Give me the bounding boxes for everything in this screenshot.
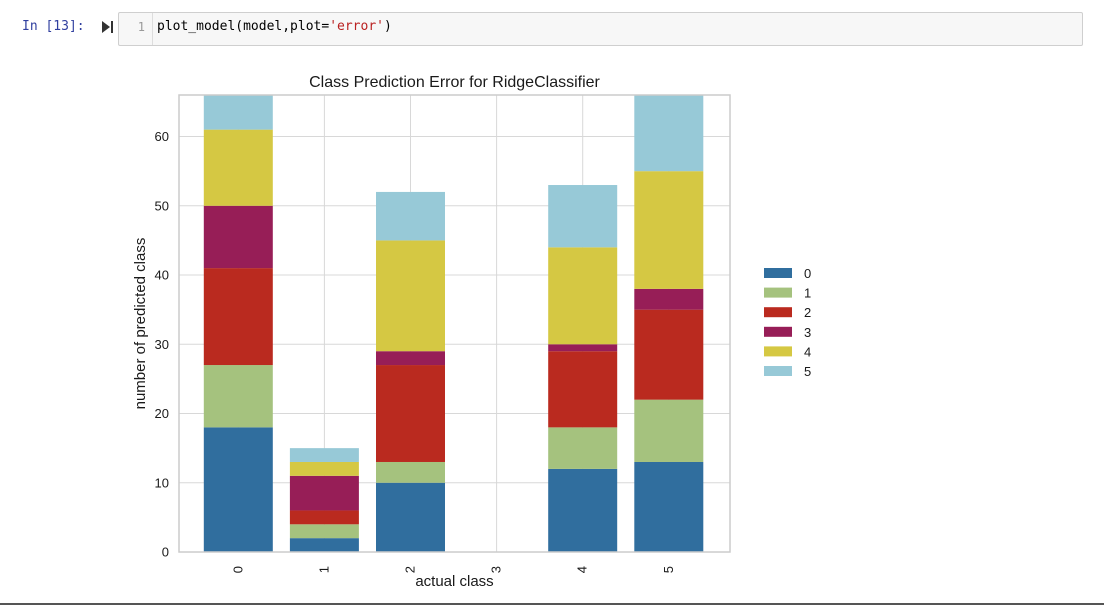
legend-label: 1	[804, 286, 811, 301]
bar-segment	[548, 351, 618, 428]
bar-segment	[289, 524, 359, 539]
bar-segment	[634, 171, 704, 289]
bar-segment	[289, 475, 359, 511]
y-tick-label: 50	[155, 198, 169, 213]
legend-label: 0	[804, 266, 811, 281]
y-tick-label: 60	[155, 129, 169, 144]
bar-segment	[634, 288, 704, 310]
bar-segment	[376, 240, 445, 352]
x-tick-label: 5	[661, 566, 676, 573]
bar-segment	[376, 191, 445, 241]
run-cell-icon[interactable]	[101, 19, 115, 35]
legend-swatch	[764, 326, 792, 337]
bar-segment	[376, 365, 445, 462]
y-axis-label: number of predicted class	[132, 238, 149, 410]
bar-segment	[289, 461, 359, 476]
bar-segment	[548, 344, 618, 352]
x-tick-label: 4	[575, 566, 590, 573]
code-suffix: )	[383, 19, 392, 34]
bar-segment	[376, 482, 445, 552]
legend-swatch	[764, 268, 792, 278]
bar-segment	[376, 461, 445, 483]
legend-label: 4	[804, 344, 811, 359]
legend-label: 3	[804, 325, 811, 340]
legend-label: 5	[804, 364, 811, 379]
code-string: 'error'	[329, 19, 384, 34]
line-number: 1	[137, 20, 145, 34]
legend-swatch	[764, 287, 792, 298]
bar-segment	[634, 95, 704, 172]
legend-label: 2	[804, 305, 811, 320]
cell-prompt: In [13]:	[22, 19, 85, 34]
bar-segment	[289, 510, 359, 525]
x-tick-label: 1	[316, 566, 331, 573]
chart-title: Class Prediction Error for RidgeClassifi…	[309, 74, 600, 91]
legend-swatch	[764, 366, 792, 376]
bar-segment	[289, 448, 359, 462]
code-cell-input[interactable]: 1 plot_model(model,plot='error')	[118, 12, 1083, 46]
bar-segment	[203, 427, 273, 552]
legend-swatch	[764, 307, 792, 318]
x-tick-label: 0	[230, 566, 245, 573]
bar-segment	[203, 95, 273, 130]
plot-frame	[178, 94, 731, 553]
bar-segment	[203, 129, 273, 206]
x-tick-label: 3	[489, 566, 504, 573]
bar-segment	[376, 351, 445, 366]
bar-segment	[634, 309, 704, 400]
code-line[interactable]: plot_model(model,plot='error')	[157, 19, 392, 34]
bar-segment	[548, 468, 618, 552]
y-tick-label: 20	[155, 406, 169, 421]
y-tick-label: 30	[155, 337, 169, 352]
bar-segment	[634, 399, 704, 462]
output-bottom-border	[0, 603, 1104, 605]
bar-segment	[548, 247, 618, 345]
code-prefix: plot_model(model,plot=	[157, 19, 330, 34]
y-tick-label: 40	[155, 268, 169, 283]
bar-segment	[634, 461, 704, 552]
bar-segment	[203, 365, 273, 428]
bar-segment	[289, 538, 359, 552]
x-tick-label: 2	[403, 566, 418, 573]
y-tick-label: 10	[155, 475, 169, 490]
x-axis-label: actual class	[415, 573, 493, 590]
line-gutter: 1	[119, 13, 153, 45]
y-tick-label: 0	[162, 545, 169, 560]
bar-segment	[203, 205, 273, 269]
bar-segment	[548, 427, 618, 469]
bar-segment	[203, 268, 273, 366]
bar-segment	[548, 185, 618, 248]
legend-swatch	[764, 346, 792, 357]
